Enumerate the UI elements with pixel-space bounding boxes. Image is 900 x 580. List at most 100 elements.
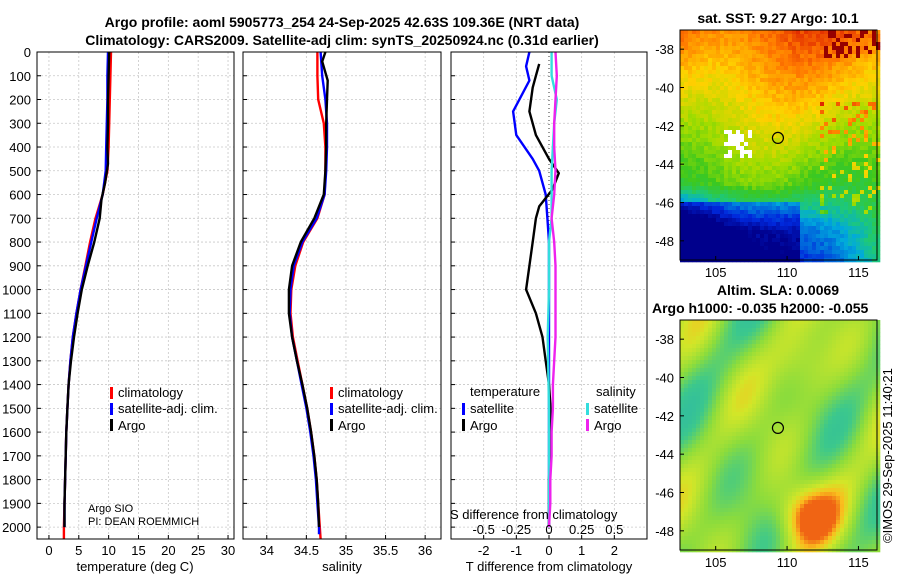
map-cell	[752, 372, 757, 377]
map-cell	[748, 340, 753, 345]
map-cell	[772, 170, 777, 175]
map-cell	[856, 324, 861, 329]
map-cell	[688, 218, 693, 223]
map-cell	[800, 320, 805, 325]
map-cell	[844, 122, 849, 127]
map-cell	[856, 86, 861, 91]
map-cell	[712, 254, 717, 259]
map-cell	[768, 118, 773, 123]
map-cell	[680, 384, 685, 389]
map-cell	[860, 138, 865, 143]
map-cell	[732, 178, 737, 183]
lat-tick-label: -40	[655, 81, 674, 96]
map-cell	[688, 364, 693, 369]
map-cell	[700, 456, 705, 461]
map-cell	[784, 142, 789, 147]
map-cell	[784, 138, 789, 143]
map-cell	[736, 130, 741, 135]
map-cell	[872, 202, 877, 207]
map-cell	[848, 78, 853, 83]
map-cell	[712, 194, 717, 199]
map-cell	[748, 174, 753, 179]
map-cell	[796, 138, 801, 143]
map-cell	[852, 320, 857, 325]
map-cell	[828, 456, 833, 461]
map-cell	[696, 234, 701, 239]
map-cell	[796, 106, 801, 111]
map-cell	[832, 404, 837, 409]
map-cell	[708, 234, 713, 239]
map-cell	[716, 138, 721, 143]
map-cell	[712, 440, 717, 445]
map-cell	[784, 174, 789, 179]
map-cell	[724, 154, 729, 159]
map-cell	[680, 372, 685, 377]
map-cell	[784, 246, 789, 251]
map-cell	[876, 448, 881, 453]
map-cell	[784, 82, 789, 87]
map-cell	[876, 186, 881, 191]
map-cell	[848, 178, 853, 183]
map-cell	[748, 102, 753, 107]
map-cell	[844, 424, 849, 429]
map-cell	[852, 50, 857, 55]
map-cell	[760, 320, 765, 325]
map-cell	[680, 138, 685, 143]
map-cell	[876, 352, 881, 357]
map-cell	[800, 58, 805, 63]
map-cell	[740, 376, 745, 381]
map-cell	[728, 340, 733, 345]
map-cell	[748, 146, 753, 151]
map-cell	[768, 344, 773, 349]
map-cell	[708, 412, 713, 417]
map-cell	[680, 460, 685, 465]
map-cell	[736, 90, 741, 95]
map-cell	[820, 66, 825, 71]
map-cell	[780, 396, 785, 401]
map-cell	[872, 82, 877, 87]
map-cell	[848, 182, 853, 187]
map-cell	[824, 70, 829, 75]
map-cell	[728, 254, 733, 259]
map-cell	[684, 86, 689, 91]
map-cell	[808, 250, 813, 255]
map-cell	[856, 230, 861, 235]
map-cell	[784, 202, 789, 207]
map-cell	[852, 222, 857, 227]
map-cell	[816, 94, 821, 99]
map-cell	[684, 400, 689, 405]
map-cell	[856, 384, 861, 389]
map-cell	[788, 328, 793, 333]
map-cell	[872, 182, 877, 187]
map-cell	[836, 234, 841, 239]
sla-map-title-line2: Argo h1000: -0.035 h2000: -0.055	[652, 300, 869, 316]
map-cell	[812, 456, 817, 461]
map-cell	[756, 460, 761, 465]
map-cell	[776, 94, 781, 99]
map-cell	[820, 420, 825, 425]
map-cell	[808, 400, 813, 405]
map-cell	[800, 202, 805, 207]
map-cell	[716, 182, 721, 187]
map-cell	[728, 432, 733, 437]
map-cell	[692, 82, 697, 87]
map-cell	[804, 392, 809, 397]
map-cell	[732, 150, 737, 155]
map-cell	[848, 388, 853, 393]
map-cell	[836, 134, 841, 139]
map-cell	[772, 78, 777, 83]
map-cell	[768, 46, 773, 51]
map-cell	[776, 102, 781, 107]
map-cell	[732, 226, 737, 231]
map-cell	[868, 440, 873, 445]
map-cell	[740, 238, 745, 243]
map-cell	[804, 174, 809, 179]
map-cell	[876, 142, 881, 147]
map-cell	[736, 440, 741, 445]
map-cell	[784, 106, 789, 111]
map-cell	[740, 118, 745, 123]
map-cell	[844, 154, 849, 159]
map-cell	[684, 336, 689, 341]
map-cell	[832, 162, 837, 167]
x-tick-label: 35	[339, 543, 353, 558]
